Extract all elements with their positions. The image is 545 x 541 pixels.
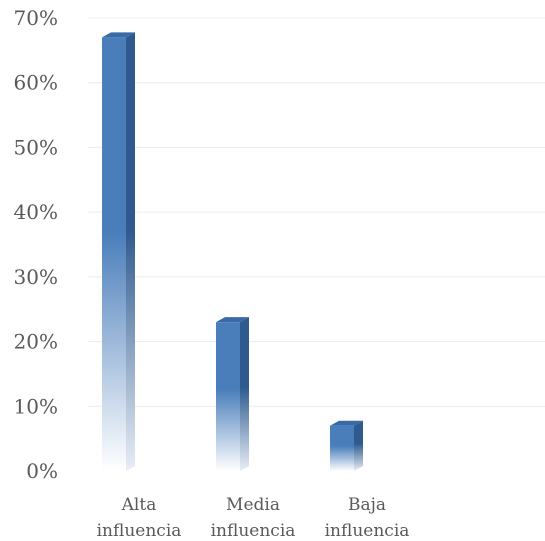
bar-front-face [216, 322, 240, 471]
bar [102, 32, 135, 472]
bar-side-face [240, 317, 249, 471]
bar-top-face [102, 32, 135, 38]
y-tick-label: 0% [26, 459, 58, 483]
bar-front-face [330, 425, 354, 471]
x-category-label-line: influencia [325, 521, 410, 541]
x-category-label-line: influencia [211, 521, 296, 541]
x-category-label-line: influencia [97, 521, 182, 541]
x-axis-category-labels: Alta influencia Media influencia Baja influen… [97, 495, 410, 541]
bar-front-face [102, 37, 126, 472]
y-tick-label: 60% [14, 71, 58, 95]
x-category-label-line: Alta [121, 495, 157, 515]
bar-top-face [330, 420, 363, 426]
x-category-label: Media influencia [211, 495, 296, 541]
x-category-label-line: Baja [348, 495, 386, 515]
y-tick-label: 70% [14, 6, 58, 30]
x-category-label: Baja influencia [325, 495, 410, 541]
bar-side-face [354, 420, 363, 471]
x-category-label: Alta influencia [97, 495, 182, 541]
x-category-label-line: Media [226, 495, 280, 515]
bar-top-face [216, 317, 249, 323]
bar-side-face [126, 32, 135, 472]
y-tick-label: 10% [14, 394, 58, 418]
bar [216, 317, 249, 471]
y-tick-label: 20% [14, 330, 58, 354]
bar [330, 420, 363, 471]
bars [102, 32, 363, 472]
y-axis-tick-labels: 0% 10% 20% 30% 40% 50% 60% 70% [14, 6, 58, 483]
gridlines [88, 17, 545, 407]
y-tick-label: 40% [14, 200, 58, 224]
y-tick-label: 50% [14, 135, 58, 159]
y-tick-label: 30% [14, 265, 58, 289]
